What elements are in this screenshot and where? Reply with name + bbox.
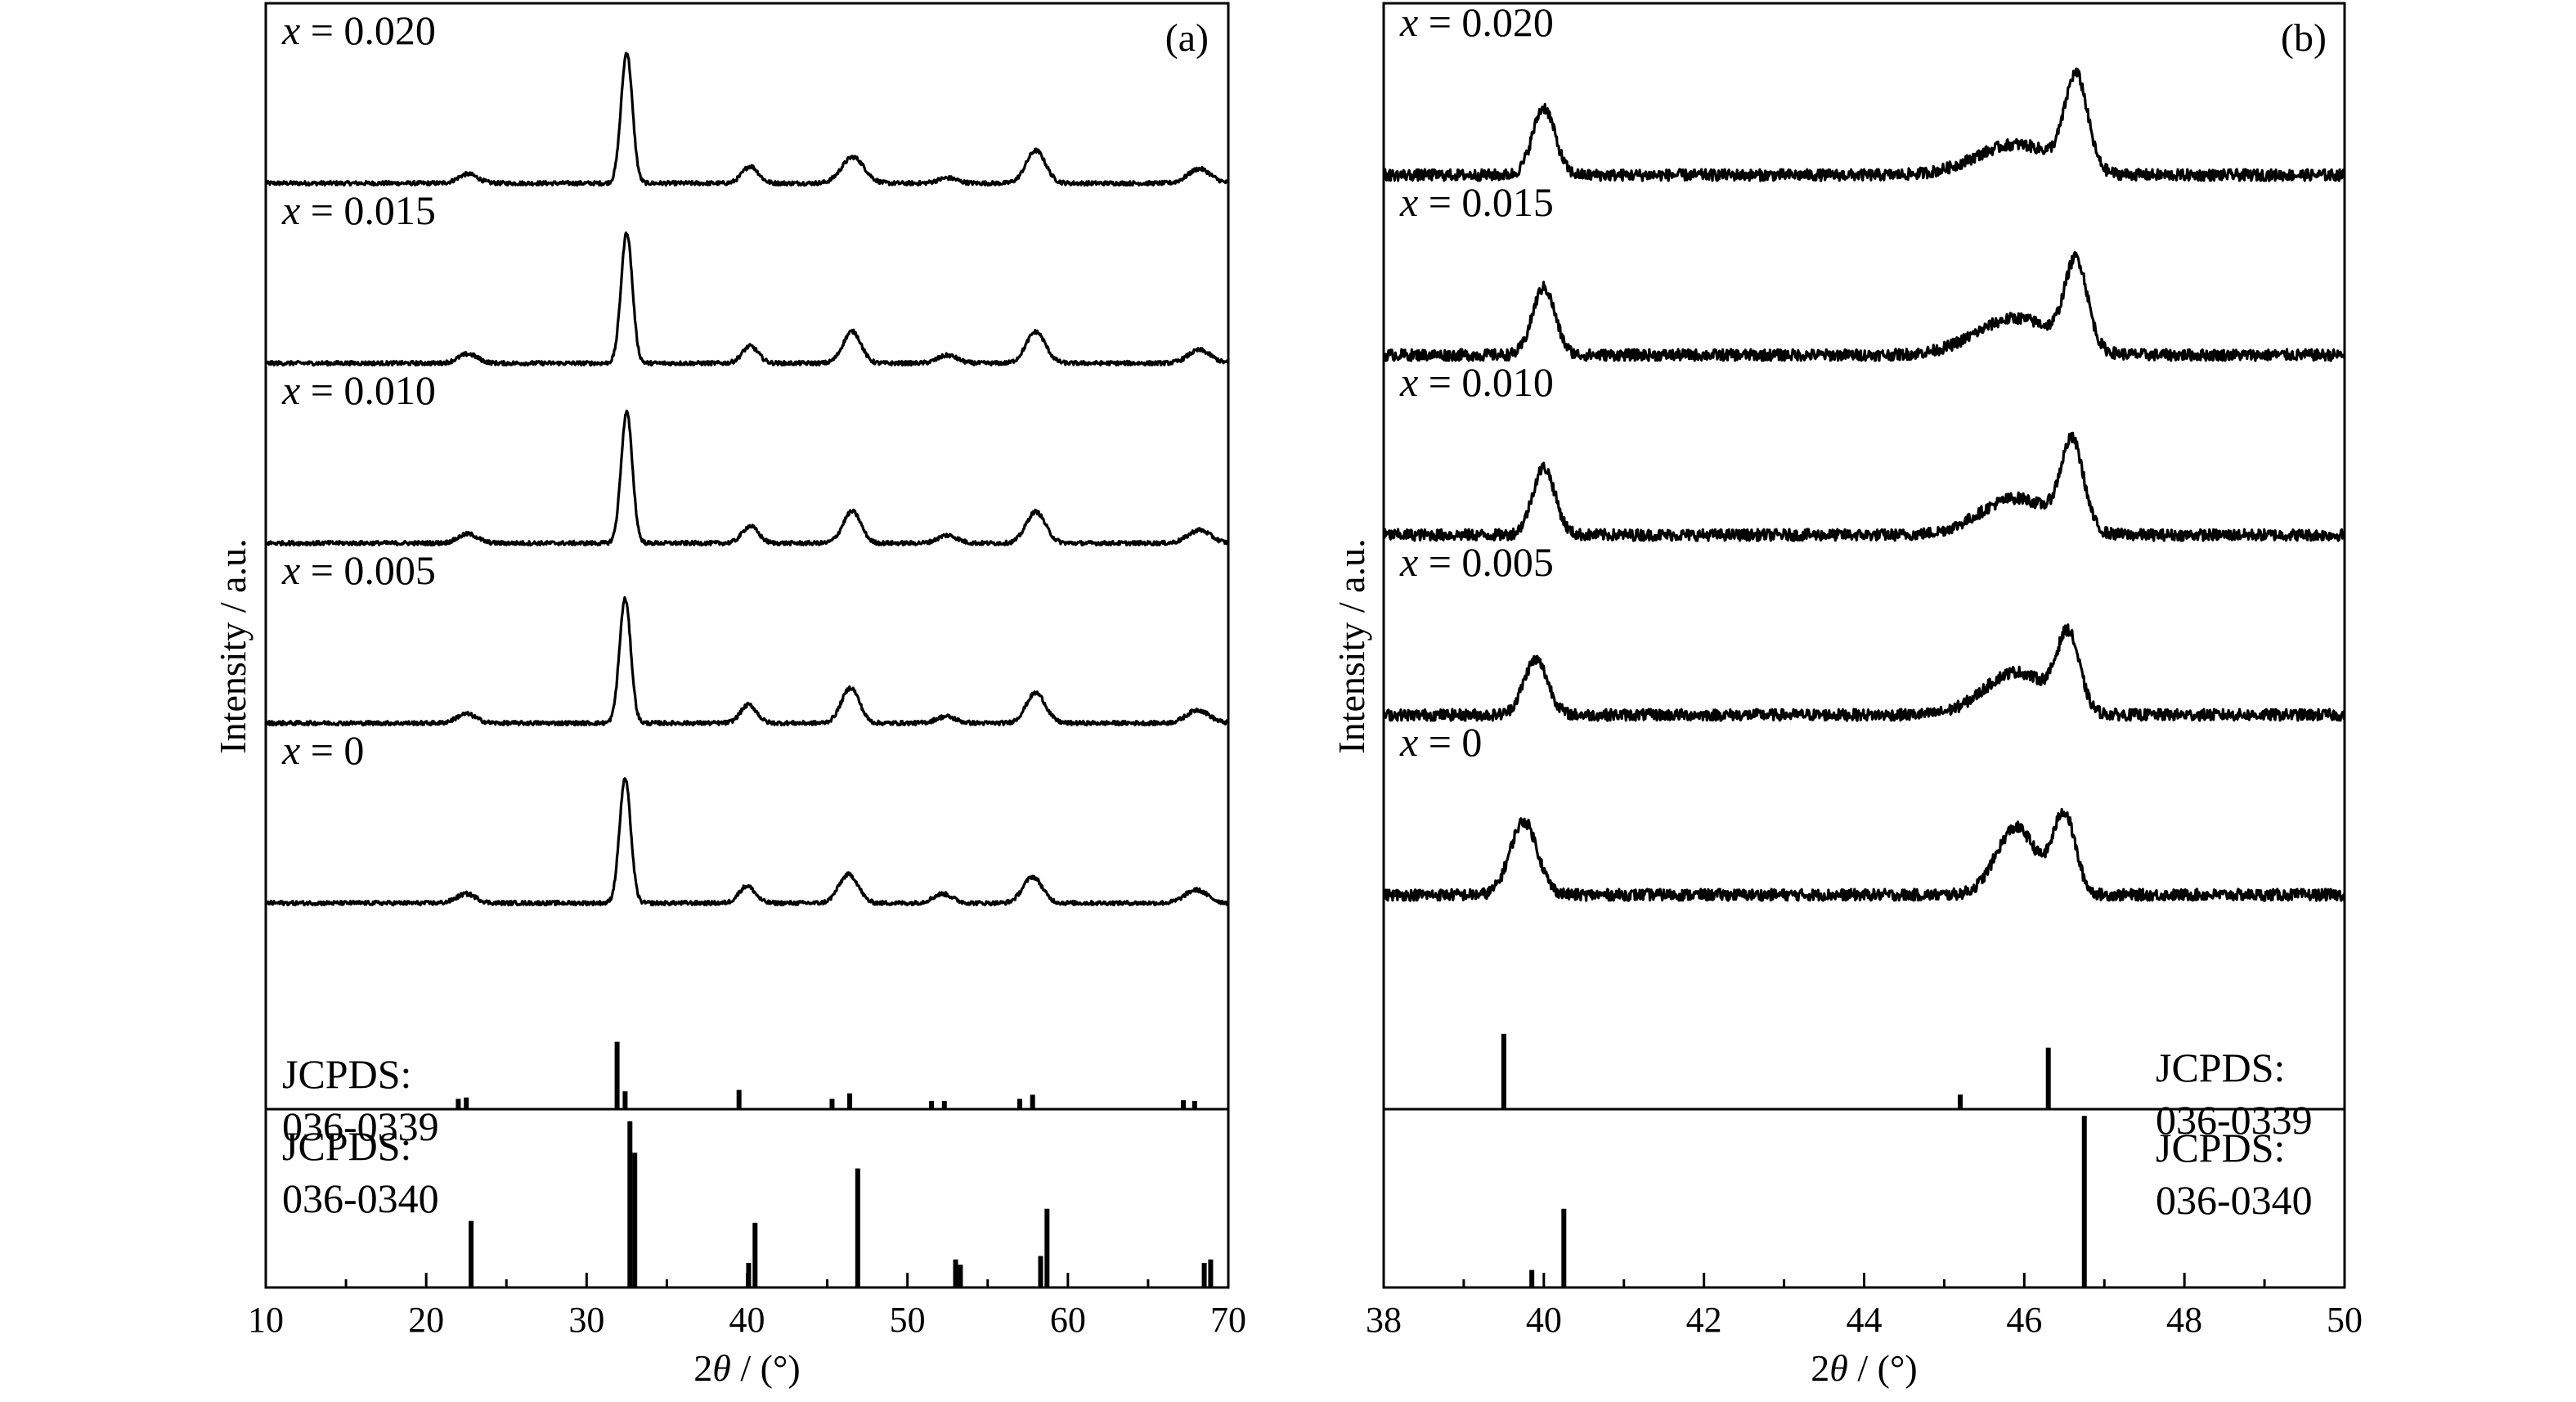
panel-label: (b) — [2281, 16, 2327, 60]
trace-label: x = 0.005 — [1399, 539, 1554, 585]
reference-label-line2: 036-0340 — [2156, 1177, 2313, 1223]
reference-label-line1: JCPDS: — [282, 1123, 411, 1169]
x-tick-label: 42 — [1686, 1300, 1722, 1340]
x-tick-label: 20 — [408, 1300, 444, 1340]
trace-label: x = 0.015 — [281, 187, 436, 233]
x-tick-label: 30 — [568, 1300, 604, 1340]
reference-label-line1: JCPDS: — [2156, 1045, 2285, 1090]
x-tick-label: 46 — [2006, 1300, 2042, 1340]
trace-label: x = 0 — [281, 727, 364, 773]
xrd-trace — [264, 231, 1229, 367]
y-axis-label: Intensity / a.u. — [212, 538, 254, 753]
reference-label-line2: 036-0340 — [282, 1175, 439, 1221]
x-tick-label: 40 — [1526, 1300, 1562, 1340]
x-axis-label: 2θ / (°) — [1811, 1347, 1917, 1389]
xrd-trace — [264, 52, 1229, 187]
panel-b: x = 0.020 x = 0.015 x = 0.010 x = 0.005 x = … — [1331, 0, 2363, 1389]
trace-label: x = 0.020 — [1399, 0, 1554, 45]
y-axis-label: Intensity / a.u. — [1331, 538, 1372, 753]
x-tick-label: 50 — [890, 1300, 926, 1340]
trace-label: x = 0.010 — [1399, 359, 1554, 405]
trace-label: x = 0.015 — [1399, 179, 1554, 225]
x-tick-label: 44 — [1847, 1300, 1883, 1340]
reference-label-line1: JCPDS: — [282, 1051, 411, 1097]
x-tick-label: 40 — [729, 1300, 765, 1340]
x-tick-label: 48 — [2166, 1300, 2202, 1340]
trace-label: x = 0.005 — [281, 547, 436, 593]
trace-label: x = 0.010 — [281, 367, 436, 413]
trace-label: x = 0.020 — [281, 7, 436, 53]
xrd-trace — [1382, 431, 2346, 542]
x-tick-label: 50 — [2327, 1300, 2363, 1340]
xrd-trace — [265, 409, 1230, 547]
x-tick-label: 38 — [1366, 1300, 1402, 1340]
xrd-trace — [1382, 807, 2346, 902]
reference-label-line2: 036-0339 — [282, 1103, 439, 1149]
xrd-trace — [1382, 623, 2346, 722]
xrd-trace — [1382, 67, 2346, 182]
reference-label-line2: 036-0339 — [2156, 1097, 2313, 1143]
xrd-trace — [264, 595, 1229, 727]
xrd-trace — [264, 777, 1230, 907]
x-tick-label: 60 — [1050, 1300, 1086, 1340]
x-tick-label: 10 — [248, 1300, 284, 1340]
x-tick-label: 70 — [1210, 1300, 1246, 1340]
xrd-trace — [1382, 250, 2346, 362]
trace-label: x = 0 — [1399, 719, 1482, 765]
panel-label: (a) — [1165, 16, 1209, 60]
panel-a: x = 0.020 x = 0.015 x = 0.010 x = 0.005 x = … — [212, 2, 1246, 1389]
x-axis-label: 2θ / (°) — [693, 1347, 800, 1389]
reference-label-line1: JCPDS: — [2156, 1125, 2285, 1171]
